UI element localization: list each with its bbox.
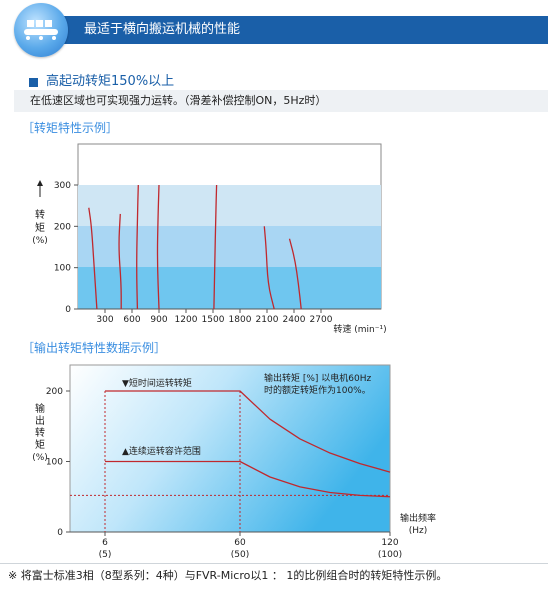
- feature-band: [14, 90, 548, 112]
- x-tick-label: 1200: [175, 315, 198, 325]
- torque-curve: [88, 207, 98, 310]
- x-tick-label: 60: [234, 538, 246, 548]
- y-tick-label: 200: [46, 387, 63, 397]
- y-axis-label-line4: 矩: [35, 438, 45, 451]
- feature-title: 高起动转矩150%以上: [46, 74, 175, 89]
- x-tick-label: 300: [96, 315, 113, 325]
- y-axis-label-line1: 转: [35, 208, 45, 221]
- y-tick-label: 100: [54, 264, 71, 274]
- y-axis-label-line2: 矩: [35, 221, 45, 234]
- y-axis-label-unit: (%): [32, 453, 48, 463]
- torque-curve: [263, 226, 275, 310]
- continuous-torque-curve: [105, 460, 391, 498]
- y-axis-arrowhead: [37, 180, 43, 186]
- x-tick-label: 900: [150, 315, 167, 325]
- x-tick-label: 120: [381, 538, 398, 548]
- y-axis-label-unit: (%): [32, 236, 48, 246]
- torque-curve: [118, 213, 122, 309]
- band-200-100: [78, 226, 381, 267]
- series-label-short-time: ▼短时间运转转矩: [122, 377, 192, 389]
- torque-curve: [136, 184, 139, 310]
- header-bar: [30, 16, 548, 44]
- annotation-line1: 输出转矩 [%] 以电机60Hz: [264, 372, 372, 384]
- series-label-continuous: ▲连续运转容许范围: [122, 445, 201, 457]
- footer-note: ※ 将富士标准3相（8型系列：4种）与FVR-Micro以1 ： 1的比例组合时…: [8, 569, 448, 582]
- conveyor-icon: [14, 3, 68, 57]
- x-axis-label: 转速 (min⁻¹): [333, 323, 386, 335]
- y-tick-label: 300: [54, 181, 71, 191]
- torque-curve: [156, 184, 160, 310]
- x-tick-label: 1800: [229, 315, 252, 325]
- output-torque-chart: 0 100 200 6 (5) 60 (50) 120 (100) ▼短时间运转转矩 ▲连续运…: [32, 364, 436, 560]
- output-torque-chart-section-title: ［输出转矩特性数据示例］: [22, 341, 167, 355]
- y-tick-label: 200: [54, 222, 71, 232]
- x-axis-label-line1: 输出频率: [400, 512, 436, 524]
- plot-frame: [69, 364, 391, 533]
- x-tick-sublabel: (50): [231, 550, 249, 560]
- y-tick-label: 0: [65, 305, 71, 315]
- page-title: 最适于横向搬运机械的性能: [84, 22, 241, 37]
- band-300-200: [78, 185, 381, 226]
- annotation-line2: 时的额定转矩作为100%。: [264, 384, 371, 396]
- x-tick-label: 2100: [256, 315, 279, 325]
- x-axis-label-unit: (Hz): [409, 526, 428, 536]
- torque-characteristic-chart: 0 100 200 300 300 600 900 1200 1500 1800 2100 2400…: [32, 143, 387, 335]
- y-axis-label-line1: 输: [35, 402, 45, 415]
- y-axis-label-line2: 出: [35, 414, 45, 427]
- torque-chart-section-title: ［转矩特性示例］: [22, 121, 119, 135]
- x-tick-label: 2400: [283, 315, 306, 325]
- feature-description: 在低速区域也可实现强力运转。（滑差补偿控制ON，5Hz时）: [30, 94, 327, 107]
- x-tick-sublabel: (5): [99, 550, 112, 560]
- x-tick-label: 1500: [202, 315, 225, 325]
- bullet-square-icon: [29, 78, 38, 87]
- x-tick-label: 600: [123, 315, 140, 325]
- footer-divider: [0, 563, 548, 564]
- band-100-0: [78, 267, 381, 309]
- short-time-torque-curve: [105, 390, 391, 473]
- y-tick-label: 100: [46, 458, 63, 468]
- y-axis-label-line3: 转: [35, 426, 45, 439]
- torque-curve: [213, 184, 218, 310]
- x-tick-label: 2700: [310, 315, 333, 325]
- y-tick-label: 0: [57, 528, 63, 538]
- x-tick-sublabel: (100): [378, 550, 402, 560]
- x-tick-label: 6: [102, 538, 108, 548]
- torque-curve: [288, 238, 302, 310]
